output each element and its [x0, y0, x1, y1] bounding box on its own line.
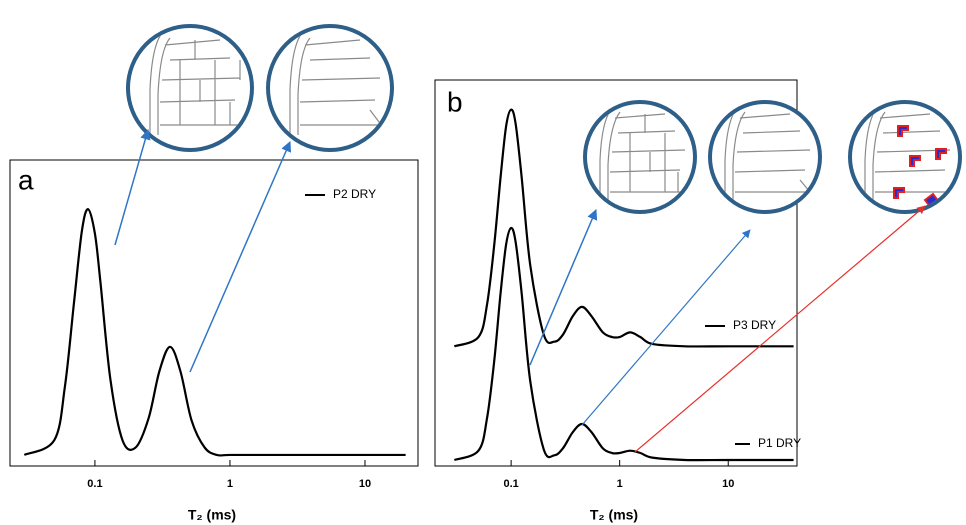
x-tick-label: 0.1 [87, 478, 102, 490]
x-tick-label: 10 [359, 478, 371, 490]
x-tick-label: 1 [227, 478, 233, 490]
series-line [453, 108, 794, 348]
sketch-circle [848, 100, 962, 214]
arrow [529, 209, 598, 366]
sketch-circle [708, 100, 822, 214]
sketch-circle [126, 24, 254, 152]
panel-label: a [18, 164, 34, 195]
x-axis-title: T₂ (ms) [590, 507, 638, 523]
series-line [453, 226, 794, 462]
x-tick-label: 1 [617, 478, 623, 490]
x-tick-label: 0.1 [503, 478, 518, 490]
plots: a 0.1 1 10 T₂ (ms) P2 DRY b 0.1 1 10 T₂ (ms) P3 DRY… [9, 79, 801, 523]
arrow [581, 229, 751, 426]
plot-frame [9, 159, 419, 467]
sketch [289, 29, 390, 140]
arrow [189, 141, 292, 373]
legend-label: P2 DRY [333, 187, 376, 201]
legend-label: P1 DRY [758, 436, 801, 450]
pore-sketches [126, 24, 962, 214]
sketch-circle [583, 100, 697, 214]
series-line [23, 208, 406, 457]
arrows [114, 128, 926, 453]
plot-frame [434, 79, 798, 467]
arrow [114, 128, 151, 246]
x-axis-title: T₂ (ms) [188, 507, 236, 523]
sketch-circle [266, 24, 394, 152]
arrow [634, 205, 926, 453]
panel-label: b [447, 86, 463, 117]
sketch [149, 29, 250, 140]
sketch [724, 104, 816, 205]
sketch [864, 104, 955, 210]
sketch [599, 104, 690, 205]
legend-label: P3 DRY [733, 318, 776, 332]
x-tick-label: 10 [722, 478, 734, 490]
